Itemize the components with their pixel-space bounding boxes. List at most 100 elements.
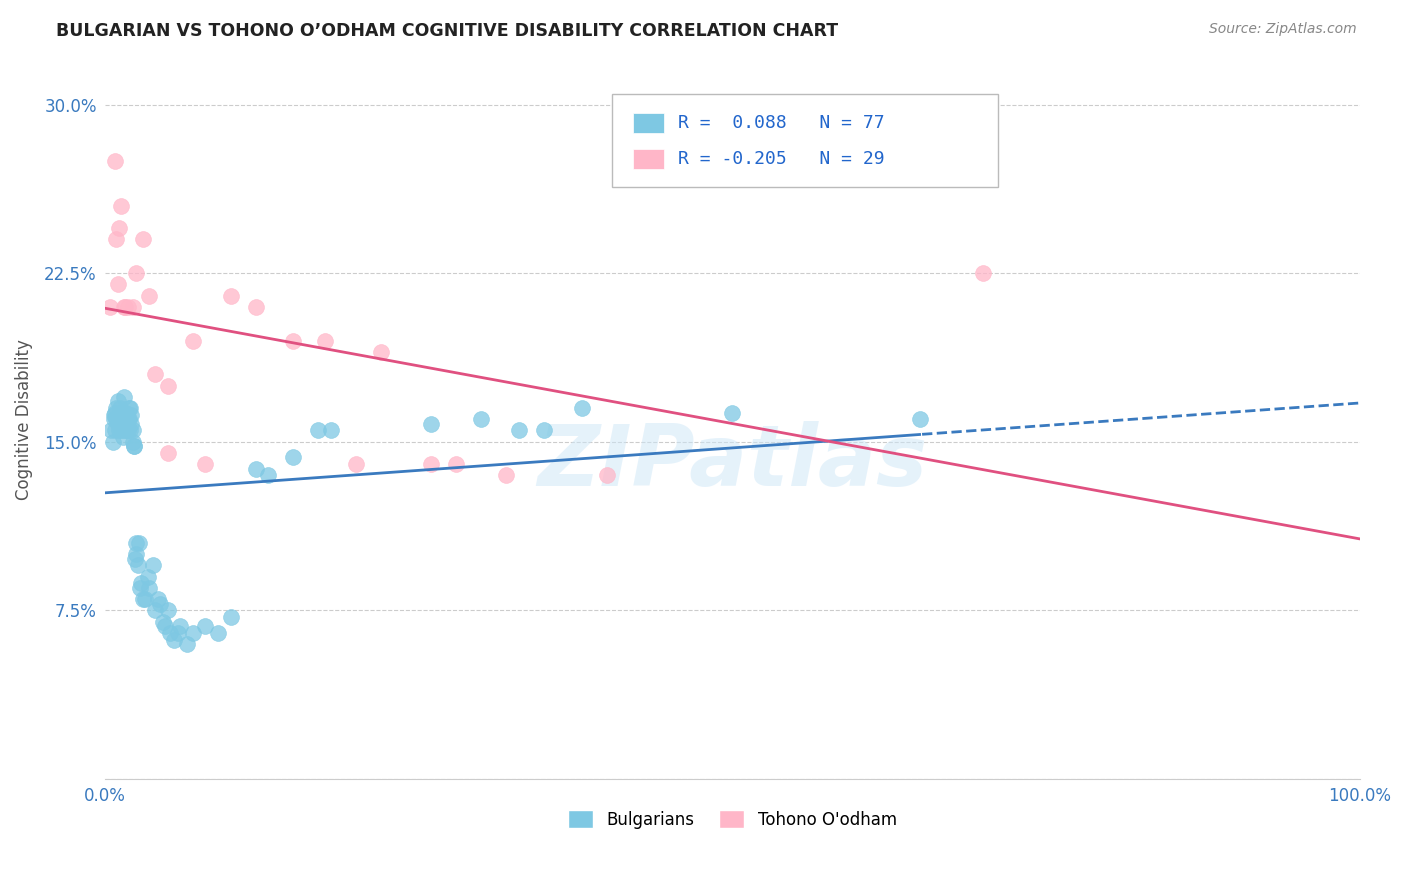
Point	[344, 457, 367, 471]
Point	[194, 619, 217, 633]
Point	[370, 344, 392, 359]
Point	[114, 412, 136, 426]
Point	[114, 417, 136, 431]
Point	[120, 401, 142, 415]
Point	[100, 424, 122, 438]
Point	[156, 446, 179, 460]
Point	[169, 619, 191, 633]
Point	[108, 221, 131, 235]
Point	[146, 592, 169, 607]
Point	[127, 558, 149, 573]
Point	[721, 405, 744, 419]
Point	[149, 597, 172, 611]
Point	[283, 450, 305, 465]
Point	[219, 610, 242, 624]
Point	[152, 615, 174, 629]
Point	[115, 405, 138, 419]
Point	[103, 412, 125, 426]
Point	[181, 334, 204, 348]
Point	[104, 153, 127, 168]
Point	[129, 581, 152, 595]
Y-axis label: Cognitive Disability: Cognitive Disability	[15, 339, 32, 500]
Point	[143, 368, 166, 382]
Point	[314, 334, 336, 348]
Point	[101, 434, 124, 449]
Point	[910, 412, 932, 426]
Point	[128, 536, 150, 550]
Point	[420, 417, 443, 431]
Point	[219, 288, 242, 302]
Point	[108, 401, 131, 415]
Point	[124, 551, 146, 566]
Point	[110, 405, 132, 419]
Point	[122, 439, 145, 453]
Point	[156, 378, 179, 392]
Point	[166, 625, 188, 640]
Point	[104, 405, 127, 419]
Point	[105, 232, 128, 246]
Point	[112, 390, 135, 404]
Legend: Bulgarians, Tohono O'odham: Bulgarians, Tohono O'odham	[561, 804, 903, 835]
Point	[163, 632, 186, 647]
Point	[118, 401, 141, 415]
Point	[110, 424, 132, 438]
Point	[420, 457, 443, 471]
Text: ZIPatlas: ZIPatlas	[537, 421, 928, 504]
Point	[131, 232, 153, 246]
Point	[207, 625, 229, 640]
Point	[156, 603, 179, 617]
Point	[112, 408, 135, 422]
Point	[111, 430, 134, 444]
Point	[118, 412, 141, 426]
Point	[120, 408, 142, 422]
Point	[131, 576, 153, 591]
Point	[176, 637, 198, 651]
Point	[107, 277, 129, 292]
Point	[194, 457, 217, 471]
Point	[142, 558, 165, 573]
Point	[121, 434, 143, 449]
Point	[121, 424, 143, 438]
Point	[112, 424, 135, 438]
Point	[533, 424, 555, 438]
Point	[181, 625, 204, 640]
Point	[112, 300, 135, 314]
Point	[138, 288, 160, 302]
Point	[125, 266, 148, 280]
Point	[596, 468, 619, 483]
Point	[136, 569, 159, 583]
Point	[972, 266, 994, 280]
Point	[571, 401, 593, 415]
Point	[508, 424, 530, 438]
Point	[307, 424, 329, 438]
Point	[138, 581, 160, 595]
Point	[105, 412, 128, 426]
Point	[105, 401, 128, 415]
Point	[155, 619, 177, 633]
Point	[110, 199, 132, 213]
Point	[98, 300, 121, 314]
Point	[111, 412, 134, 426]
Point	[103, 408, 125, 422]
Point	[108, 424, 131, 438]
Point	[131, 592, 153, 607]
Point	[108, 412, 131, 426]
Point	[122, 439, 145, 453]
Point	[117, 300, 139, 314]
Point	[110, 417, 132, 431]
Point	[117, 412, 139, 426]
Point	[114, 300, 136, 314]
Point	[117, 424, 139, 438]
Point	[107, 394, 129, 409]
Point	[283, 334, 305, 348]
Point	[446, 457, 468, 471]
Point	[257, 468, 280, 483]
Point	[134, 592, 156, 607]
Point	[470, 412, 492, 426]
Point	[108, 408, 131, 422]
Point	[120, 424, 142, 438]
Point	[125, 536, 148, 550]
Point	[245, 300, 267, 314]
Point	[245, 461, 267, 475]
Text: BULGARIAN VS TOHONO O’ODHAM COGNITIVE DISABILITY CORRELATION CHART: BULGARIAN VS TOHONO O’ODHAM COGNITIVE DI…	[56, 22, 838, 40]
